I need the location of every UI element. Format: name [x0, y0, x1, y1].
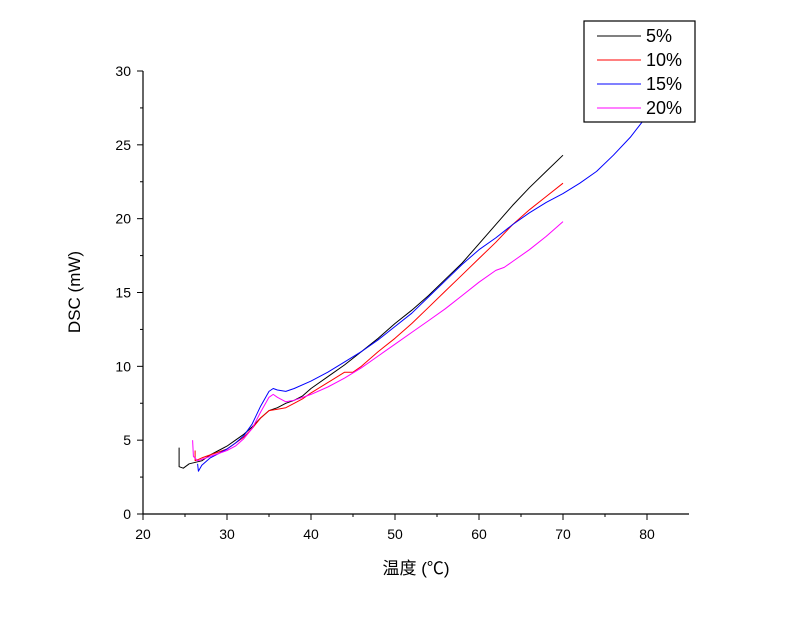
legend-label: 10%: [646, 50, 682, 70]
y-axis-title: DSC (mW): [65, 251, 84, 333]
y-tick-label: 0: [123, 506, 131, 522]
y-tick-label: 20: [115, 211, 131, 227]
x-tick-label: 80: [639, 526, 655, 542]
legend-label: 20%: [646, 98, 682, 118]
legend: 5% 10% 15% 20%: [583, 20, 696, 123]
x-tick-label: 70: [555, 526, 571, 542]
y-tick-label: 15: [115, 285, 131, 301]
x-tick-label: 30: [219, 526, 235, 542]
x-tick-label: 60: [471, 526, 487, 542]
legend-label: 5%: [646, 26, 672, 46]
legend-box: [583, 20, 696, 123]
y-tick-label: 10: [115, 358, 131, 374]
series-line-15pct: [197, 120, 644, 472]
x-tick-label: 40: [303, 526, 319, 542]
x-tick-label: 50: [387, 526, 403, 542]
y-tick-label: 5: [123, 432, 131, 448]
x-axis-title: 温度 (℃): [382, 559, 449, 578]
series-line-10pct: [194, 182, 564, 462]
series-line-20pct: [192, 221, 564, 462]
legend-label: 15%: [646, 74, 682, 94]
y-tick-label: 30: [115, 63, 131, 79]
x-tick-label: 20: [135, 526, 151, 542]
series-line-5pct: [178, 154, 564, 469]
plot-series: [178, 120, 644, 472]
axes: 20 30 40 50 60 70 80 0 5 10 15 20 25 30: [115, 63, 689, 542]
y-tick-label: 25: [115, 137, 131, 153]
